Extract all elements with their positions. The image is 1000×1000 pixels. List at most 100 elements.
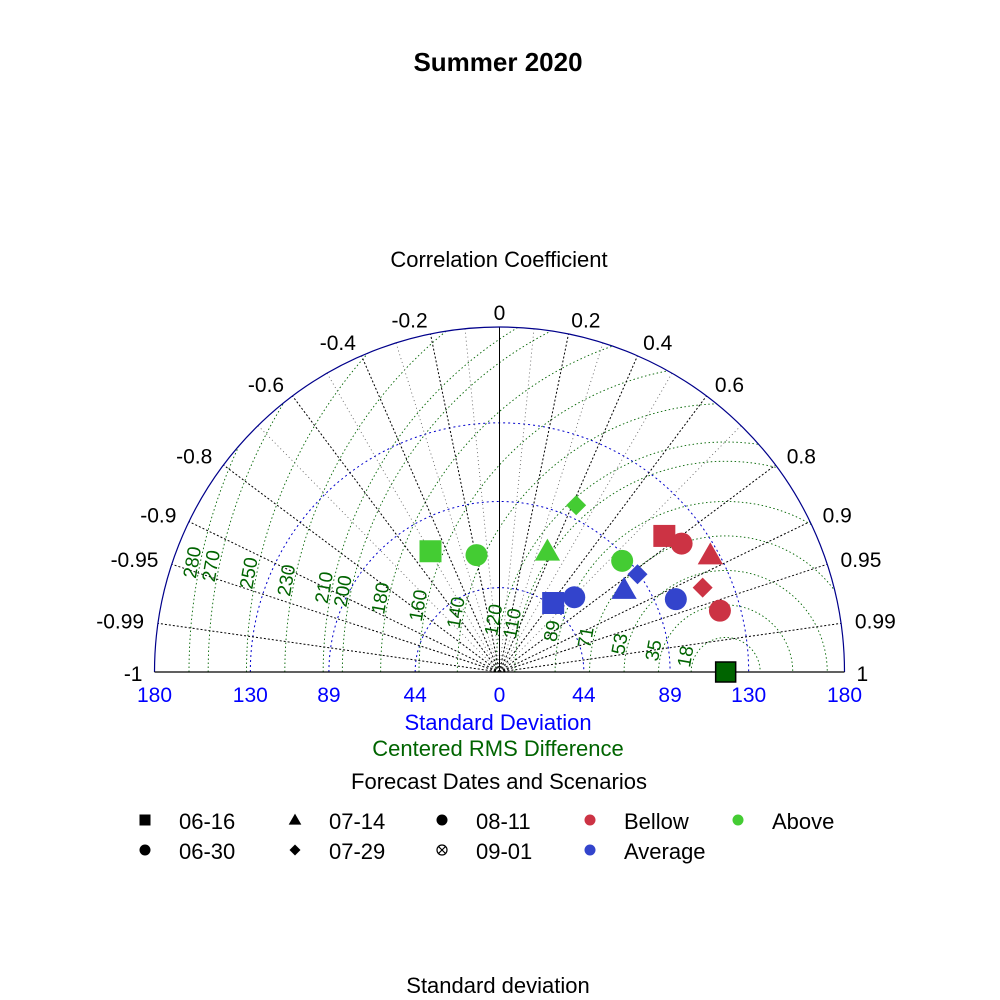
sd-arc: [414, 587, 585, 673]
legend-marker-09-01: [436, 844, 448, 856]
correlation-tick-label: -0.9: [140, 505, 176, 528]
sd-tick-label: 44: [403, 684, 427, 707]
point-bellow-06-30: [670, 532, 693, 555]
correlation-line: [499, 395, 707, 673]
rms-arc: [589, 535, 845, 672]
rms-tick-label: 230: [274, 563, 300, 598]
rms-tick-label: 250: [236, 556, 262, 591]
correlation-tick-label: -0.95: [111, 549, 159, 572]
correlation-tick-label: 0.95: [841, 549, 882, 572]
correlation-line: [292, 395, 500, 673]
correlation-line: [499, 521, 811, 673]
correlation-line: [223, 464, 500, 673]
legend-marker-08-11: [436, 814, 448, 826]
legend-marker-bellow: [584, 814, 596, 826]
correlation-minor-line: [464, 328, 500, 673]
correlation-minor-line: [499, 373, 673, 673]
legend-marker-07-14: [288, 813, 302, 825]
data-points: [419, 495, 737, 683]
correlation-minor-line: [326, 373, 500, 673]
rms-arc: [284, 327, 845, 672]
correlation-tick-label: -0.6: [248, 374, 284, 397]
sd-tick-label: 130: [731, 684, 766, 707]
correlation-minor-line: [499, 342, 604, 673]
correlation-line: [499, 622, 842, 673]
rms-tick-label: 140: [444, 595, 470, 630]
correlation-line: [430, 333, 500, 673]
rms-tick-label: 89: [541, 619, 565, 643]
correlation-line: [171, 563, 500, 673]
correlation-line: [499, 355, 638, 673]
legend-label-average: Average: [624, 839, 706, 864]
cross-line: [438, 846, 446, 854]
correlation-tick-label: 0.9: [823, 505, 852, 528]
chart-title: Summer 2020: [413, 47, 582, 77]
legend-label-bellow: Bellow: [624, 809, 689, 834]
rms-tick-label: 18: [674, 644, 698, 668]
point-average-06-16: [542, 592, 565, 614]
rms-tick-label: 71: [574, 625, 598, 649]
legend-marker-07-29: [289, 844, 301, 856]
legend-title: Forecast Dates and Scenarios: [351, 769, 647, 794]
legend-label-above: Above: [772, 809, 834, 834]
correlation-tick-label: 0.6: [715, 374, 744, 397]
legend-marker-average: [584, 844, 596, 856]
point-above-06-30: [465, 544, 488, 567]
legend: 06-16 06-30 07-14 07-29 08-11 09-01 Bellow Aver…: [139, 809, 834, 864]
correlation-tick-label: 0.99: [855, 610, 896, 633]
correlation-tick-label: -1: [124, 663, 143, 686]
correlation-minor-line: [257, 425, 500, 673]
sd-tick-label: 89: [317, 684, 340, 707]
correlation-line: [361, 355, 500, 673]
legend-label-07-14: 07-14: [329, 809, 385, 834]
legend-label-07-29: 07-29: [329, 839, 385, 864]
bottom-axis-label: Standard deviation: [406, 973, 589, 998]
point-average-06-30: [563, 586, 586, 609]
point-average-07-14: [611, 576, 637, 599]
point-average-07-29: [627, 564, 648, 585]
correlation-axis-label: Correlation Coefficient: [390, 247, 607, 272]
sd-tick-label: 89: [658, 684, 681, 707]
rms-arc: [247, 193, 1000, 672]
point-average-08-11: [664, 588, 687, 611]
sd-tick-label: 180: [827, 684, 862, 707]
correlation-tick-label: 0.8: [787, 446, 816, 469]
sd-tick-label: 130: [233, 684, 268, 707]
correlation-line: [188, 521, 500, 673]
correlation-minor-line: [499, 328, 535, 673]
rms-tick-label: 180: [368, 581, 394, 616]
rms-axis-label: Centered RMS Difference: [372, 736, 624, 761]
rms-arc: [495, 441, 845, 672]
legend-label-06-16: 06-16: [179, 809, 235, 834]
rms-tick-label: 110: [500, 607, 526, 640]
rms-tick-label: 160: [406, 588, 432, 623]
correlation-minor-line: [395, 342, 500, 673]
legend-marker-06-16: [139, 814, 151, 826]
grid: [157, 135, 1000, 673]
point-bellow-07-14: [697, 542, 723, 565]
rms-arc: [189, 135, 1000, 672]
correlation-tick-label: -0.8: [176, 446, 212, 469]
correlation-tick-label: 0: [494, 302, 506, 325]
tick-labels: -1 -0.99 -0.95 -0.9 -0.8 -0.6 -0.4 -0.2 0 0.2 0.4 0…: [96, 302, 896, 707]
legend-label-08-11: 08-11: [476, 809, 531, 834]
reference-point-marker: [714, 661, 737, 683]
rms-tick-label: 53: [608, 632, 632, 656]
legend-marker-06-30: [139, 844, 151, 856]
correlation-tick-label: 1: [857, 663, 869, 686]
rms-arc: [690, 637, 761, 672]
point-bellow-07-29: [692, 577, 713, 598]
correlation-line: [499, 563, 828, 673]
rms-arcs: [189, 135, 1000, 672]
correlation-tick-label: -0.2: [392, 309, 428, 332]
point-above-07-14: [534, 538, 561, 561]
point-above-07-29: [566, 495, 587, 516]
sd-tick-label: 44: [572, 684, 596, 707]
correlation-tick-label: 0.2: [571, 309, 600, 332]
legend-label-06-30: 06-30: [179, 839, 235, 864]
cross-circle-ring: [436, 844, 448, 856]
point-bellow-08-11: [708, 599, 731, 622]
correlation-line: [157, 622, 500, 673]
point-bellow-06-16: [653, 524, 676, 547]
